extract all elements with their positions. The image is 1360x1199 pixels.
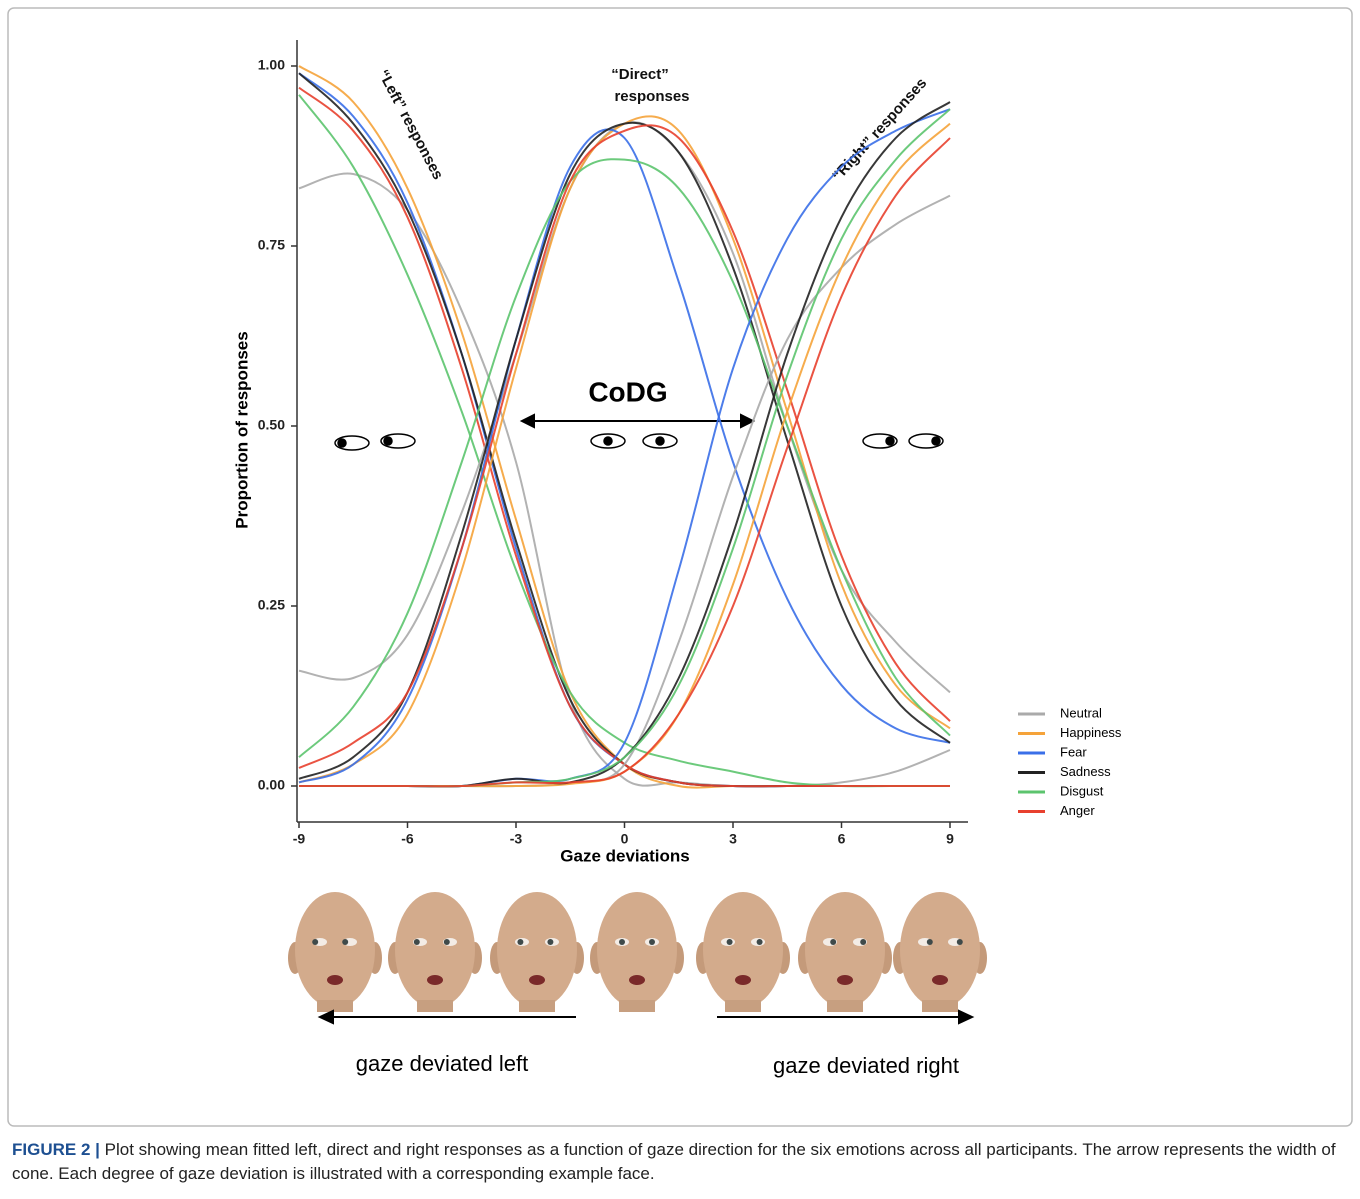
gaze-arrows xyxy=(317,1009,975,1025)
face-iris xyxy=(726,939,733,945)
face-neck xyxy=(827,1000,863,1012)
face-iris xyxy=(926,939,933,945)
example-faces xyxy=(288,892,987,1012)
face-head xyxy=(497,892,577,1008)
face-neck xyxy=(922,1000,958,1012)
face-iris xyxy=(956,939,963,945)
eye-icons xyxy=(334,433,944,451)
face-mouth xyxy=(932,975,948,985)
caption-label: FIGURE 2 | xyxy=(12,1140,100,1159)
face-mouth xyxy=(837,975,853,985)
x-tick-label: -9 xyxy=(293,831,306,847)
codg-arrow xyxy=(519,413,756,429)
y-tick-label: 0.75 xyxy=(258,237,285,253)
face-head xyxy=(805,892,885,1008)
caption: FIGURE 2 | Plot showing mean fitted left… xyxy=(12,1138,1348,1186)
face-iris xyxy=(443,939,450,945)
y-tick-label: 1.00 xyxy=(258,57,285,73)
face-mouth xyxy=(427,975,443,985)
line-direct xyxy=(298,115,951,784)
y-tick-label: 0.50 xyxy=(258,417,285,433)
line-left xyxy=(298,86,950,788)
line-right xyxy=(299,122,951,788)
face-iris xyxy=(547,939,554,945)
face xyxy=(490,892,584,1012)
line-direct xyxy=(298,158,951,758)
y-axis-title: Proportion of responses xyxy=(232,331,251,528)
face xyxy=(590,892,684,1012)
face-neck xyxy=(519,1000,555,1012)
face-mouth xyxy=(629,975,645,985)
x-tick-label: 6 xyxy=(838,831,846,847)
x-tick-label: -3 xyxy=(510,831,523,847)
legend-label: Happiness xyxy=(1060,725,1122,740)
face-iris xyxy=(517,939,524,945)
face-mouth xyxy=(529,975,545,985)
x-tick-label: 9 xyxy=(946,831,954,847)
face-iris xyxy=(649,939,655,945)
face-head xyxy=(295,892,375,1008)
line-direct xyxy=(298,124,951,769)
face-iris xyxy=(312,939,319,945)
x-axis-title: Gaze deviations xyxy=(560,846,689,865)
line-left xyxy=(298,72,950,788)
face-head xyxy=(900,892,980,1008)
chart: Proportion of responses Gaze deviations … xyxy=(7,7,1353,1127)
annotation: responses xyxy=(614,88,689,105)
line-left xyxy=(298,172,951,788)
face-iris xyxy=(619,939,625,945)
line-right xyxy=(299,137,951,788)
legend-label: Disgust xyxy=(1060,783,1104,798)
x-tick-label: 3 xyxy=(729,831,737,847)
line-direct xyxy=(298,121,951,780)
face-iris xyxy=(830,939,837,945)
face-iris xyxy=(860,939,867,945)
face-neck xyxy=(725,1000,761,1012)
face-iris xyxy=(756,939,763,945)
face-iris xyxy=(413,939,420,945)
face-mouth xyxy=(735,975,751,985)
legend-label: Neutral xyxy=(1060,705,1102,720)
y-tick-label: 0.00 xyxy=(258,777,285,793)
annotation: gaze deviated right xyxy=(773,1053,959,1078)
face-mouth xyxy=(327,975,343,985)
face xyxy=(696,892,790,1012)
x-tick-label: -6 xyxy=(401,831,414,847)
x-tick-label: 0 xyxy=(621,831,629,847)
figure-border xyxy=(7,7,1353,1127)
face-iris xyxy=(342,939,349,945)
legend-label: Anger xyxy=(1060,803,1095,818)
annotation: gaze deviated left xyxy=(356,1051,528,1076)
face-head xyxy=(703,892,783,1008)
face xyxy=(893,892,987,1012)
caption-text: Plot showing mean fitted left, direct an… xyxy=(12,1140,1336,1183)
face-head xyxy=(597,892,677,1008)
face xyxy=(388,892,482,1012)
y-tick-label: 0.25 xyxy=(258,597,285,613)
face-neck xyxy=(317,1000,353,1012)
face xyxy=(288,892,382,1012)
line-direct xyxy=(298,128,951,784)
annotation: CoDG xyxy=(588,376,667,407)
face xyxy=(798,892,892,1012)
line-left xyxy=(298,65,950,789)
legend-label: Sadness xyxy=(1060,764,1111,779)
face-head xyxy=(395,892,475,1008)
annotation: “Left” responses xyxy=(374,67,446,182)
annotation: “Direct” xyxy=(611,66,669,83)
legend-label: Fear xyxy=(1060,744,1087,759)
face-neck xyxy=(619,1000,655,1012)
annotation: “Right” responses xyxy=(829,75,930,185)
face-neck xyxy=(417,1000,453,1012)
